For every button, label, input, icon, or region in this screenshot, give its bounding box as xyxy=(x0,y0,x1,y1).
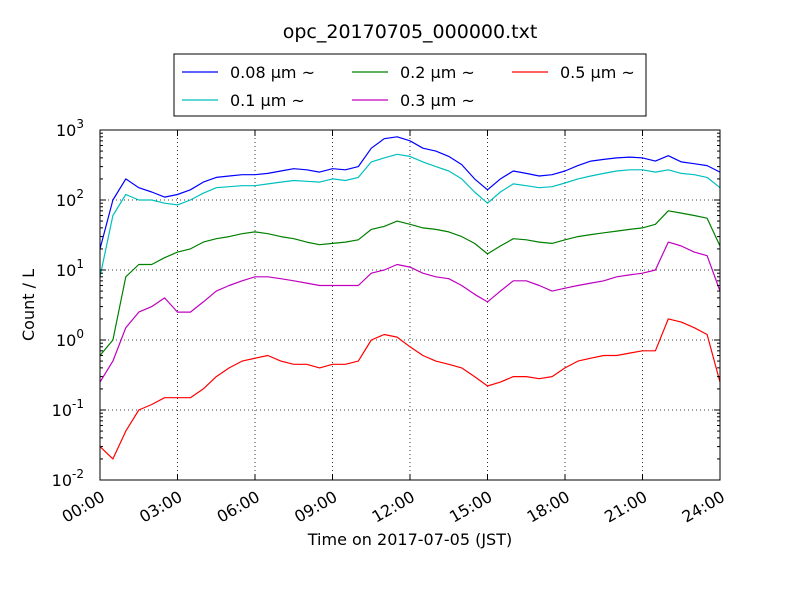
series-lines xyxy=(99,136,721,460)
series-line-1 xyxy=(99,153,721,277)
legend-label-0: 0.08 μm ~ xyxy=(230,63,315,82)
legend-label-4: 0.5 μm ~ xyxy=(560,63,635,82)
legend: 0.08 μm ~ 0.1 μm ~ 0.2 μm ~ 0.3 μm ~ 0.5 μm … xyxy=(173,53,647,117)
grid-lines xyxy=(100,130,720,480)
chart-title: opc_20170705_000000.txt xyxy=(283,21,538,43)
series-line-4 xyxy=(99,318,721,460)
series-line-3 xyxy=(99,241,721,383)
y-axis-label: Count / L xyxy=(19,269,38,341)
series-line-2 xyxy=(99,210,721,356)
x-axis-label: Time on 2017-07-05 (JST) xyxy=(307,530,512,549)
plot-frame xyxy=(99,129,721,481)
legend-label-1: 0.1 μm ~ xyxy=(230,91,305,110)
legend-frame xyxy=(173,53,647,117)
legend-label-2: 0.2 μm ~ xyxy=(400,63,475,82)
plot-area xyxy=(100,130,720,480)
legend-label-3: 0.3 μm ~ xyxy=(400,91,475,110)
series-line-0 xyxy=(99,136,721,250)
